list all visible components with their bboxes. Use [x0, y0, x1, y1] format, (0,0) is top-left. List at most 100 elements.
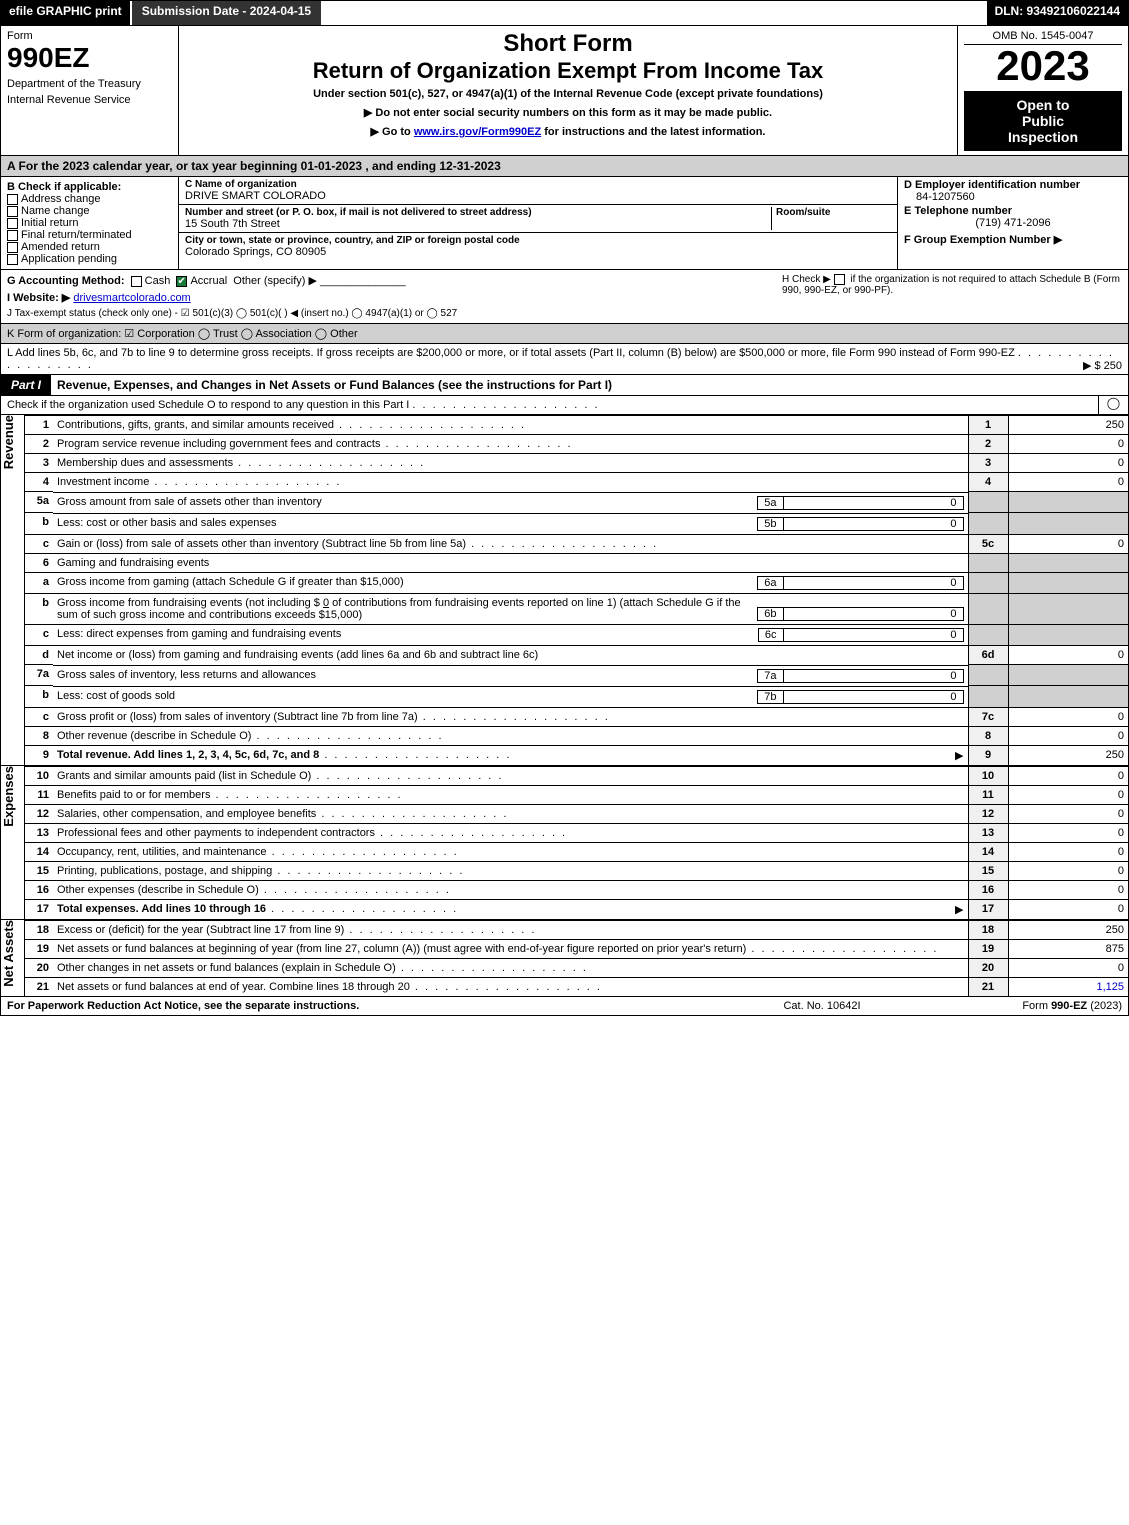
t-11: Benefits paid to or for members [53, 785, 968, 804]
chk-accrual[interactable] [176, 276, 187, 287]
v-7c: 0 [1008, 707, 1128, 726]
b-5c: 5c [968, 534, 1008, 553]
t-6d: Net income or (loss) from gaming and fun… [53, 646, 968, 665]
chk-address-change[interactable]: Address change [7, 193, 172, 205]
t18-span: Excess or (deficit) for the year (Subtra… [57, 924, 344, 936]
tax-year: 2023 [964, 45, 1122, 87]
d-11 [210, 789, 402, 801]
box-c: C Name of organization DRIVE SMART COLOR… [179, 177, 898, 269]
t16-span: Other expenses (describe in Schedule O) [57, 884, 259, 896]
footer-mid: Cat. No. 10642I [722, 1000, 922, 1012]
n-10: 10 [25, 766, 53, 785]
sb-5a: 5a [757, 496, 783, 510]
sb-6a: 6a [757, 576, 783, 590]
v-16: 0 [1008, 880, 1128, 899]
part1-title: Revenue, Expenses, and Changes in Net As… [51, 375, 1128, 395]
d-21 [410, 981, 602, 993]
t21-span: Net assets or fund balances at end of ye… [57, 981, 410, 993]
part1-check-box[interactable]: ◯ [1098, 396, 1128, 414]
dots-p1 [412, 399, 599, 411]
sv-7a: 0 [784, 669, 964, 683]
n-7a: 7a [25, 665, 53, 686]
efile-print-label[interactable]: efile GRAPHIC print [1, 1, 132, 25]
row-8: 8Other revenue (describe in Schedule O)8… [25, 726, 1128, 745]
row-4: 4Investment income40 [25, 473, 1128, 492]
b-6b-shade [968, 593, 1008, 624]
n-9: 9 [25, 745, 53, 765]
v-5b-shade [1008, 513, 1128, 535]
d-1 [334, 419, 526, 431]
d-2 [380, 438, 572, 450]
d-16 [259, 884, 451, 896]
form-header: Form 990EZ Department of the Treasury In… [1, 25, 1128, 155]
header-right: OMB No. 1545-0047 2023 Open to Public In… [958, 26, 1128, 155]
n-11: 11 [25, 785, 53, 804]
chk-cash[interactable] [131, 276, 142, 287]
row-7a: 7a Gross sales of inventory, less returns… [25, 665, 1128, 686]
form-container: efile GRAPHIC print Submission Date - 20… [0, 0, 1129, 1016]
sv-6b: 0 [784, 607, 964, 621]
website-link[interactable]: drivesmartcolorado.com [73, 292, 190, 304]
row-7b: bLess: cost of goods sold7b0 [25, 686, 1128, 708]
org-name-cell: C Name of organization DRIVE SMART COLOR… [179, 177, 897, 205]
chk-name-change[interactable]: Name change [7, 205, 172, 217]
t-19: Net assets or fund balances at beginning… [53, 939, 968, 958]
chk-final-return[interactable]: Final return/terminated [7, 229, 172, 241]
n-5c: c [25, 534, 53, 553]
chk-final-return-label: Final return/terminated [21, 229, 132, 241]
expenses-body: 10Grants and similar amounts paid (list … [25, 766, 1128, 919]
b-19: 19 [968, 939, 1008, 958]
irs-link[interactable]: www.irs.gov/Form990EZ [414, 126, 541, 138]
t6b-amt: 0 [323, 597, 329, 609]
t3-span: Membership dues and assessments [57, 457, 233, 469]
row-12: 12Salaries, other compensation, and empl… [25, 804, 1128, 823]
b-17: 17 [968, 899, 1008, 919]
t-6b: Gross income from fundraising events (no… [53, 593, 968, 624]
instr-goto: ▶ Go to www.irs.gov/Form990EZ for instru… [187, 125, 949, 138]
v-14: 0 [1008, 842, 1128, 861]
t-18: Excess or (deficit) for the year (Subtra… [53, 920, 968, 939]
n-8: 8 [25, 726, 53, 745]
row-6a: aGross income from gaming (attach Schedu… [25, 572, 1128, 593]
d-5c [466, 538, 658, 550]
row-19: 19Net assets or fund balances at beginni… [25, 939, 1128, 958]
dept-irs: Internal Revenue Service [7, 94, 172, 106]
expenses-section: Expenses 10Grants and similar amounts pa… [1, 765, 1128, 919]
revenue-body: 1Contributions, gifts, grants, and simil… [25, 415, 1128, 765]
city-label: City or town, state or province, country… [185, 235, 891, 246]
ein-label: D Employer identification number [904, 179, 1122, 191]
room-label: Room/suite [776, 207, 891, 218]
b-9: 9 [968, 745, 1008, 765]
row-15: 15Printing, publications, postage, and s… [25, 861, 1128, 880]
group-exemption-label: F Group Exemption Number ▶ [904, 233, 1122, 246]
revenue-section: Revenue 1Contributions, gifts, grants, a… [1, 414, 1128, 765]
chk-initial-return[interactable]: Initial return [7, 217, 172, 229]
b-21: 21 [968, 977, 1008, 996]
b-6-shade [968, 553, 1008, 572]
row-10: 10Grants and similar amounts paid (list … [25, 766, 1128, 785]
b-7a-shade [968, 665, 1008, 686]
netassets-table: 18Excess or (deficit) for the year (Subt… [25, 920, 1128, 996]
chk-amended-return[interactable]: Amended return [7, 241, 172, 253]
t-7b: Less: cost of goods sold7b0 [53, 686, 968, 707]
sv-6c: 0 [784, 628, 964, 642]
header-left: Form 990EZ Department of the Treasury In… [1, 26, 179, 155]
b-20: 20 [968, 958, 1008, 977]
chk-application-pending[interactable]: Application pending [7, 253, 172, 265]
t-12: Salaries, other compensation, and employ… [53, 804, 968, 823]
n-3: 3 [25, 454, 53, 473]
t-5b: Less: cost or other basis and sales expe… [53, 513, 968, 534]
footer-left: For Paperwork Reduction Act Notice, see … [7, 1000, 722, 1012]
part1-check-text: Check if the organization used Schedule … [1, 396, 1098, 414]
chk-schedule-b[interactable] [834, 274, 845, 285]
n-19: 19 [25, 939, 53, 958]
row-14: 14Occupancy, rent, utilities, and mainte… [25, 842, 1128, 861]
footer: For Paperwork Reduction Act Notice, see … [1, 996, 1128, 1015]
d-13 [375, 827, 567, 839]
chk-initial-return-label: Initial return [21, 217, 78, 229]
b-16: 16 [968, 880, 1008, 899]
row-11: 11Benefits paid to or for members110 [25, 785, 1128, 804]
t7a-span: Gross sales of inventory, less returns a… [57, 669, 757, 683]
v-10: 0 [1008, 766, 1128, 785]
row-1: 1Contributions, gifts, grants, and simil… [25, 416, 1128, 435]
